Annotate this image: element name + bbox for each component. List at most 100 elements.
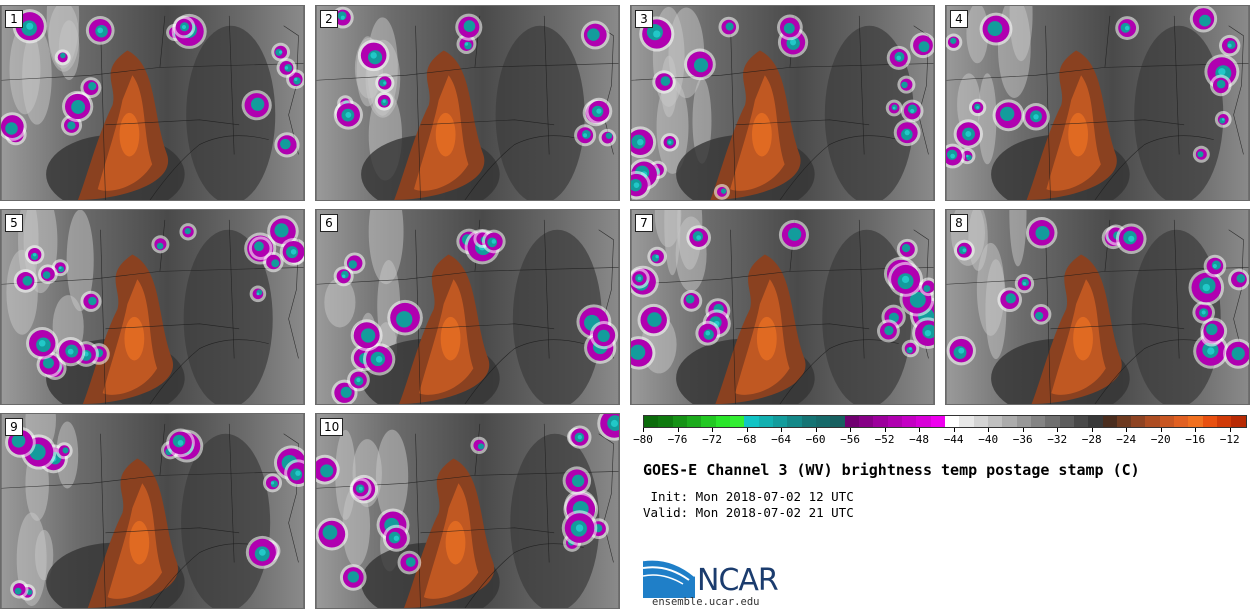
panel-number: 3: [635, 10, 653, 28]
colorbar-tick: [643, 428, 644, 432]
colorbar-tick: [712, 428, 714, 432]
colorbar-tick: [919, 428, 921, 432]
colorbar-swatch: [1217, 416, 1232, 427]
colorbar-swatch: [701, 416, 716, 427]
panel-number: 8: [950, 214, 968, 232]
colorbar-tick-label: −24: [1116, 433, 1137, 446]
colorbar-swatch: [1016, 416, 1031, 427]
colorbar-tick-label: −48: [909, 433, 930, 446]
ensemble-member-panel-3[interactable]: 3: [630, 5, 935, 201]
colorbar-swatch: [658, 416, 673, 427]
colorbar-swatch: [1202, 416, 1218, 427]
ensemble-member-panel-8[interactable]: 8: [945, 209, 1250, 405]
colorbar-tick-label: −40: [978, 433, 999, 446]
colorbar-swatch: [1174, 416, 1189, 427]
ensemble-member-panel-4[interactable]: 4: [945, 5, 1250, 201]
colorbar-swatch: [1231, 416, 1246, 427]
colorbar-swatch: [1102, 416, 1117, 427]
colorbar: [643, 415, 1247, 428]
colorbar-tick: [953, 428, 955, 432]
wv-map: [1, 210, 304, 404]
wv-map: [946, 210, 1249, 404]
panel-number: 1: [5, 10, 23, 28]
colorbar-tick-label: −60: [805, 433, 826, 446]
colorbar-swatch: [930, 416, 945, 427]
colorbar-tick-label: −72: [702, 433, 722, 446]
panel-number: 2: [320, 10, 338, 28]
colorbar-tick: [781, 428, 783, 432]
colorbar-tick: [1126, 428, 1128, 432]
colorbar-swatch: [830, 416, 845, 427]
colorbar-swatch: [744, 416, 759, 427]
ensemble-member-panel-9[interactable]: 9: [0, 413, 305, 609]
wv-map: [316, 414, 619, 608]
colorbar-swatch: [1045, 416, 1060, 427]
panel-number: 5: [5, 214, 23, 232]
colorbar-tick-label: −36: [1012, 433, 1033, 446]
colorbar-tick-label: −28: [1081, 433, 1102, 446]
colorbar-tick: [1160, 428, 1162, 432]
colorbar-ticks: −80 −76 −72 −68 −64 −60 −56 −52 −48 −44 −40 −36 −32−…: [633, 428, 1247, 448]
wv-map: [631, 210, 934, 404]
colorbar-tick: [746, 428, 748, 432]
colorbar-swatch: [844, 416, 859, 427]
colorbar-swatch: [1159, 416, 1175, 427]
website-url: ensemble.ucar.edu: [652, 596, 760, 608]
colorbar-swatch: [1116, 416, 1132, 427]
colorbar-tick: [1195, 428, 1197, 432]
figure-title: GOES-E Channel 3 (WV) brightness temp po…: [643, 461, 1140, 479]
colorbar-tick-label: −20: [1150, 433, 1171, 446]
colorbar-swatch: [787, 416, 802, 427]
colorbar-tick-label: −80: [633, 433, 653, 446]
ensemble-member-panel-2[interactable]: 2: [315, 5, 620, 201]
wv-map: [1, 6, 304, 200]
colorbar-tick: [1091, 428, 1093, 432]
ensemble-member-panel-1[interactable]: 1: [0, 5, 305, 201]
colorbar-swatch: [1088, 416, 1103, 427]
colorbar-swatch: [672, 416, 687, 427]
colorbar-swatch: [1073, 416, 1089, 427]
colorbar-tick: [1057, 428, 1059, 432]
panel-number: 4: [950, 10, 968, 28]
colorbar-tick: [1022, 428, 1024, 432]
ensemble-member-panel-7[interactable]: 7: [630, 209, 935, 405]
colorbar-swatch: [815, 416, 831, 427]
colorbar-swatch: [729, 416, 745, 427]
colorbar-tick-label: −12: [1219, 433, 1240, 446]
ensemble-member-panel-6[interactable]: 6: [315, 209, 620, 405]
panel-number: 6: [320, 214, 338, 232]
valid-time: Valid: Mon 2018-07-02 21 UTC: [643, 505, 854, 520]
colorbar-tick-label: −44: [943, 433, 964, 446]
colorbar-swatch: [973, 416, 988, 427]
wv-map: [316, 210, 619, 404]
colorbar-tick-label: −52: [874, 433, 895, 446]
colorbar-swatch: [944, 416, 960, 427]
colorbar-swatch: [1188, 416, 1203, 427]
ensemble-member-panel-5[interactable]: 5: [0, 209, 305, 405]
colorbar-swatch: [644, 416, 659, 427]
colorbar-swatch: [715, 416, 730, 427]
colorbar-tick: [677, 428, 679, 432]
colorbar-tick: [988, 428, 990, 432]
ncar-logo-icon: [643, 558, 696, 598]
panel-number: 7: [635, 214, 653, 232]
colorbar-tick: [850, 428, 852, 432]
colorbar-tick-label: −16: [1185, 433, 1206, 446]
colorbar-swatch: [987, 416, 1003, 427]
colorbar-tick: [884, 428, 886, 432]
ensemble-member-panel-10[interactable]: 10: [315, 413, 620, 609]
wv-map: [316, 6, 619, 200]
init-time: Init: Mon 2018-07-02 12 UTC: [643, 489, 854, 504]
wv-map: [1, 414, 304, 608]
colorbar-swatch: [916, 416, 931, 427]
colorbar-swatch: [758, 416, 773, 427]
colorbar-swatch: [801, 416, 816, 427]
colorbar-swatch: [1030, 416, 1046, 427]
colorbar-swatch: [1145, 416, 1160, 427]
colorbar-tick-label: −32: [1047, 433, 1068, 446]
colorbar-swatch: [1131, 416, 1146, 427]
wv-map: [631, 6, 934, 200]
colorbar-tick-label: −64: [771, 433, 791, 446]
colorbar-swatch: [901, 416, 917, 427]
colorbar-tick: [815, 428, 817, 432]
